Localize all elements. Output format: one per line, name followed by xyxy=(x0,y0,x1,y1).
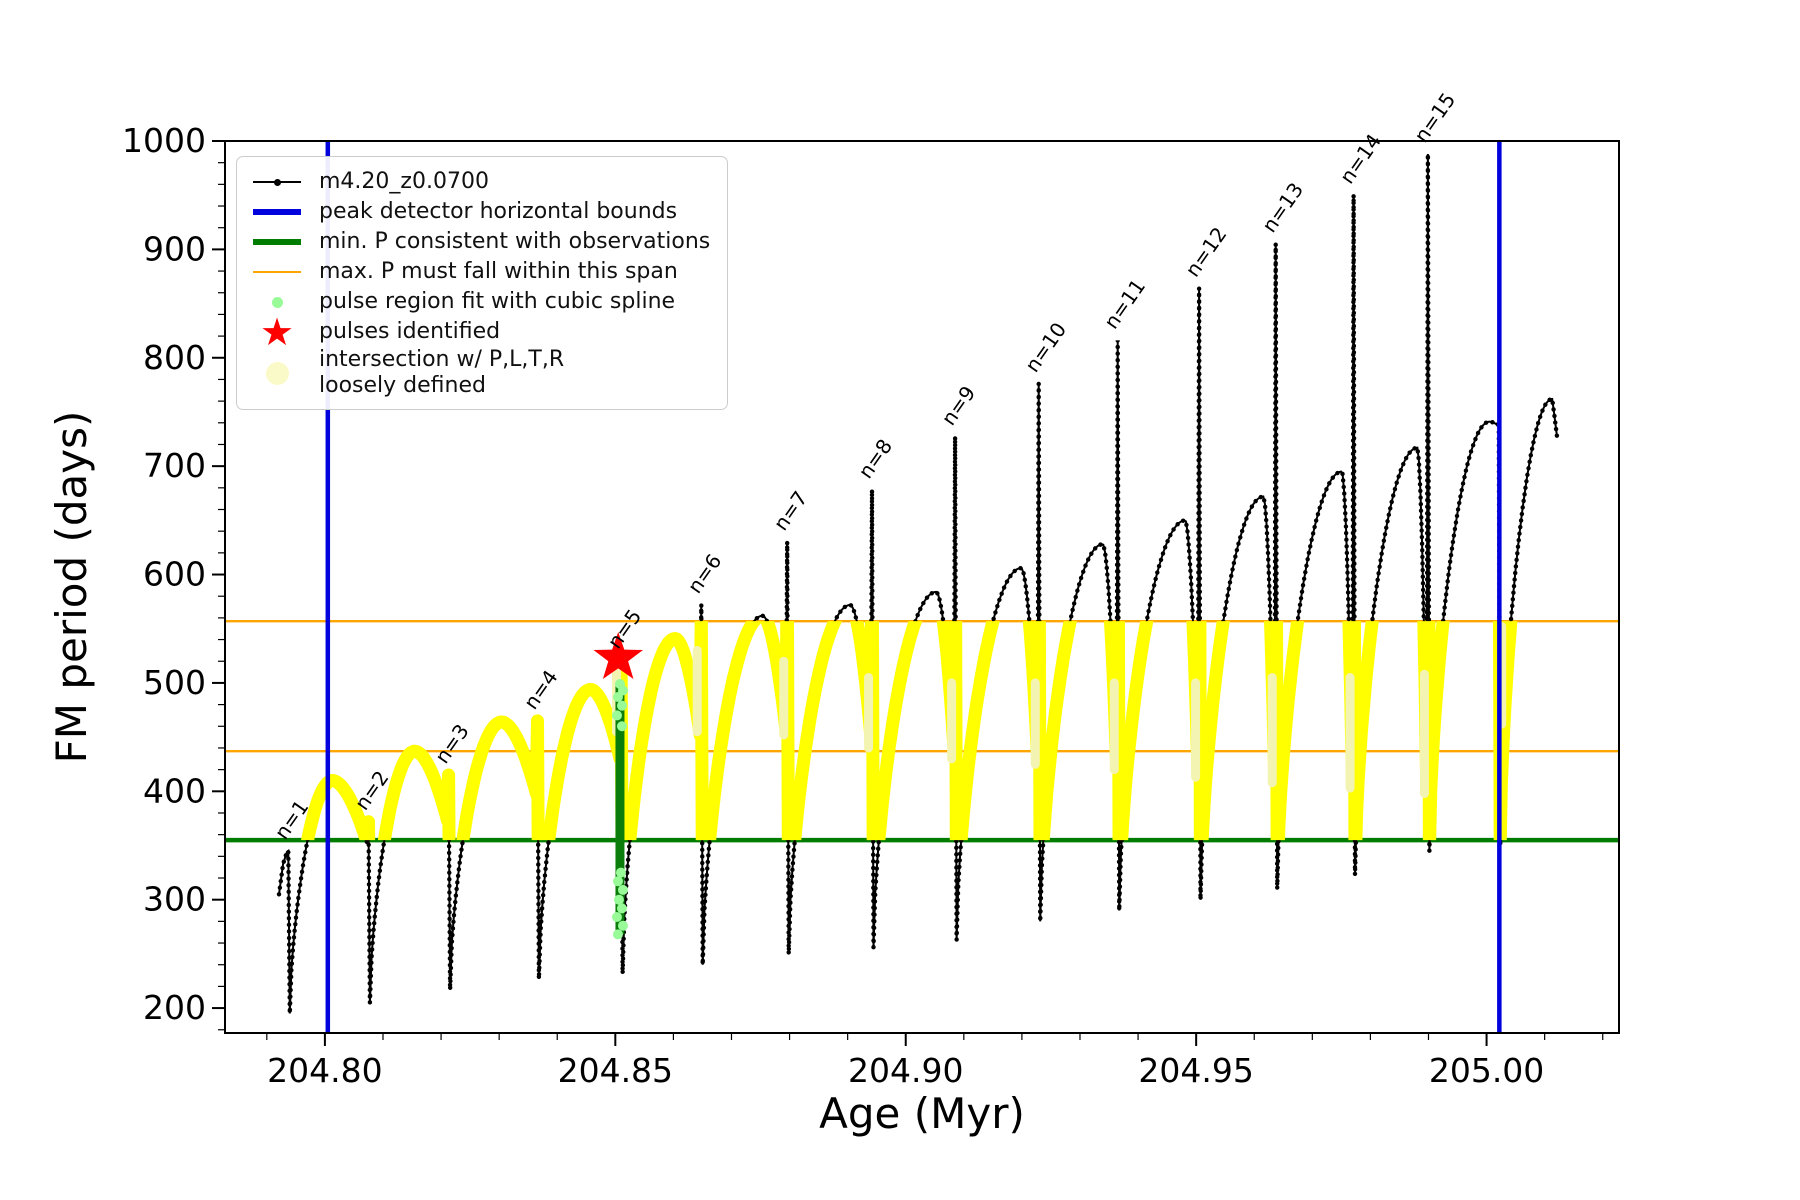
pulse-label: n=7 xyxy=(769,487,813,535)
pulse-star-icon xyxy=(593,632,643,679)
x-tick-label: 204.90 xyxy=(848,1051,963,1090)
pulse-region-dot xyxy=(612,876,623,887)
y-tick-label: 600 xyxy=(143,555,206,594)
pulse-label: n=4 xyxy=(519,665,563,713)
pulse-label: n=3 xyxy=(430,720,474,768)
orange-line-icon xyxy=(247,270,307,274)
legend-entry: min. P consistent with observations xyxy=(247,227,713,257)
pulse-label: n=12 xyxy=(1180,223,1231,282)
pulse-region-dot xyxy=(615,867,626,878)
pulse-region-dot xyxy=(617,920,628,931)
y-tick-label: 500 xyxy=(143,663,206,702)
series-line-icon xyxy=(247,178,307,186)
x-tick-label: 205.00 xyxy=(1429,1051,1544,1090)
legend-label: min. P consistent with observations xyxy=(319,229,711,254)
legend-label: intersection w/ P,L,T,R loosely defined xyxy=(319,347,565,398)
palegreen-dot-icon xyxy=(247,296,307,308)
pulse-label: n=8 xyxy=(853,435,897,483)
y-tick-label: 400 xyxy=(143,771,206,810)
y-tick-label: 800 xyxy=(143,338,206,377)
pulse-region-dot xyxy=(613,894,624,905)
pulse-label: n=15 xyxy=(1409,88,1460,147)
green-line-icon xyxy=(247,239,307,245)
red-star-icon: ★ xyxy=(259,310,295,354)
x-tick-label: 204.80 xyxy=(267,1051,382,1090)
legend-label: max. P must fall within this span xyxy=(319,259,678,284)
y-axis-label: FM period (days) xyxy=(47,411,96,764)
blue-line-icon xyxy=(247,209,307,215)
y-tick-label: 700 xyxy=(143,446,206,485)
legend-label: pulses identified xyxy=(319,319,501,344)
pulse-region-dot xyxy=(611,710,622,721)
paleyellow-dot-icon xyxy=(247,361,307,385)
legend-entry: max. P must fall within this span xyxy=(247,257,713,287)
pulse-label: n=10 xyxy=(1020,318,1071,377)
y-tick-label: 200 xyxy=(143,988,206,1027)
pulse-region-dot xyxy=(616,721,627,732)
legend-entry: m4.20_z0.0700 xyxy=(247,167,713,197)
pulse-region-dot xyxy=(611,912,622,923)
pulse-region-dot xyxy=(614,679,625,690)
legend-label: m4.20_z0.0700 xyxy=(319,169,489,194)
legend-entry: ★ pulses identified xyxy=(247,310,713,354)
pulse-label: n=6 xyxy=(683,549,727,597)
x-tick-label: 204.95 xyxy=(1138,1051,1253,1090)
legend-entry: intersection w/ P,L,T,R loosely defined xyxy=(247,347,713,399)
x-tick-label: 204.85 xyxy=(558,1051,673,1090)
legend-label: pulse region fit with cubic spline xyxy=(319,289,676,314)
pulse-label: n=14 xyxy=(1335,129,1386,188)
axes-frame xyxy=(224,140,1620,1034)
pulse-label: n=11 xyxy=(1099,275,1150,334)
pulse-label: n=5 xyxy=(602,605,646,653)
y-tick-label: 900 xyxy=(143,229,206,268)
x-axis-label: Age (Myr) xyxy=(819,1089,1025,1138)
y-tick-label: 300 xyxy=(143,880,206,919)
pulse-label: n=13 xyxy=(1257,178,1308,237)
pulse-region-dot xyxy=(617,884,628,895)
legend-entry: pulse region fit with cubic spline xyxy=(247,287,713,317)
pulse-region-dot xyxy=(616,903,627,914)
legend-label: peak detector horizontal bounds xyxy=(319,199,678,224)
y-tick-label: 1000 xyxy=(122,121,206,160)
pulse-label: n=9 xyxy=(936,381,980,429)
pulse-region-dot xyxy=(616,700,627,711)
pulse-region-dot xyxy=(612,929,623,940)
legend-entry: peak detector horizontal bounds xyxy=(247,197,713,227)
